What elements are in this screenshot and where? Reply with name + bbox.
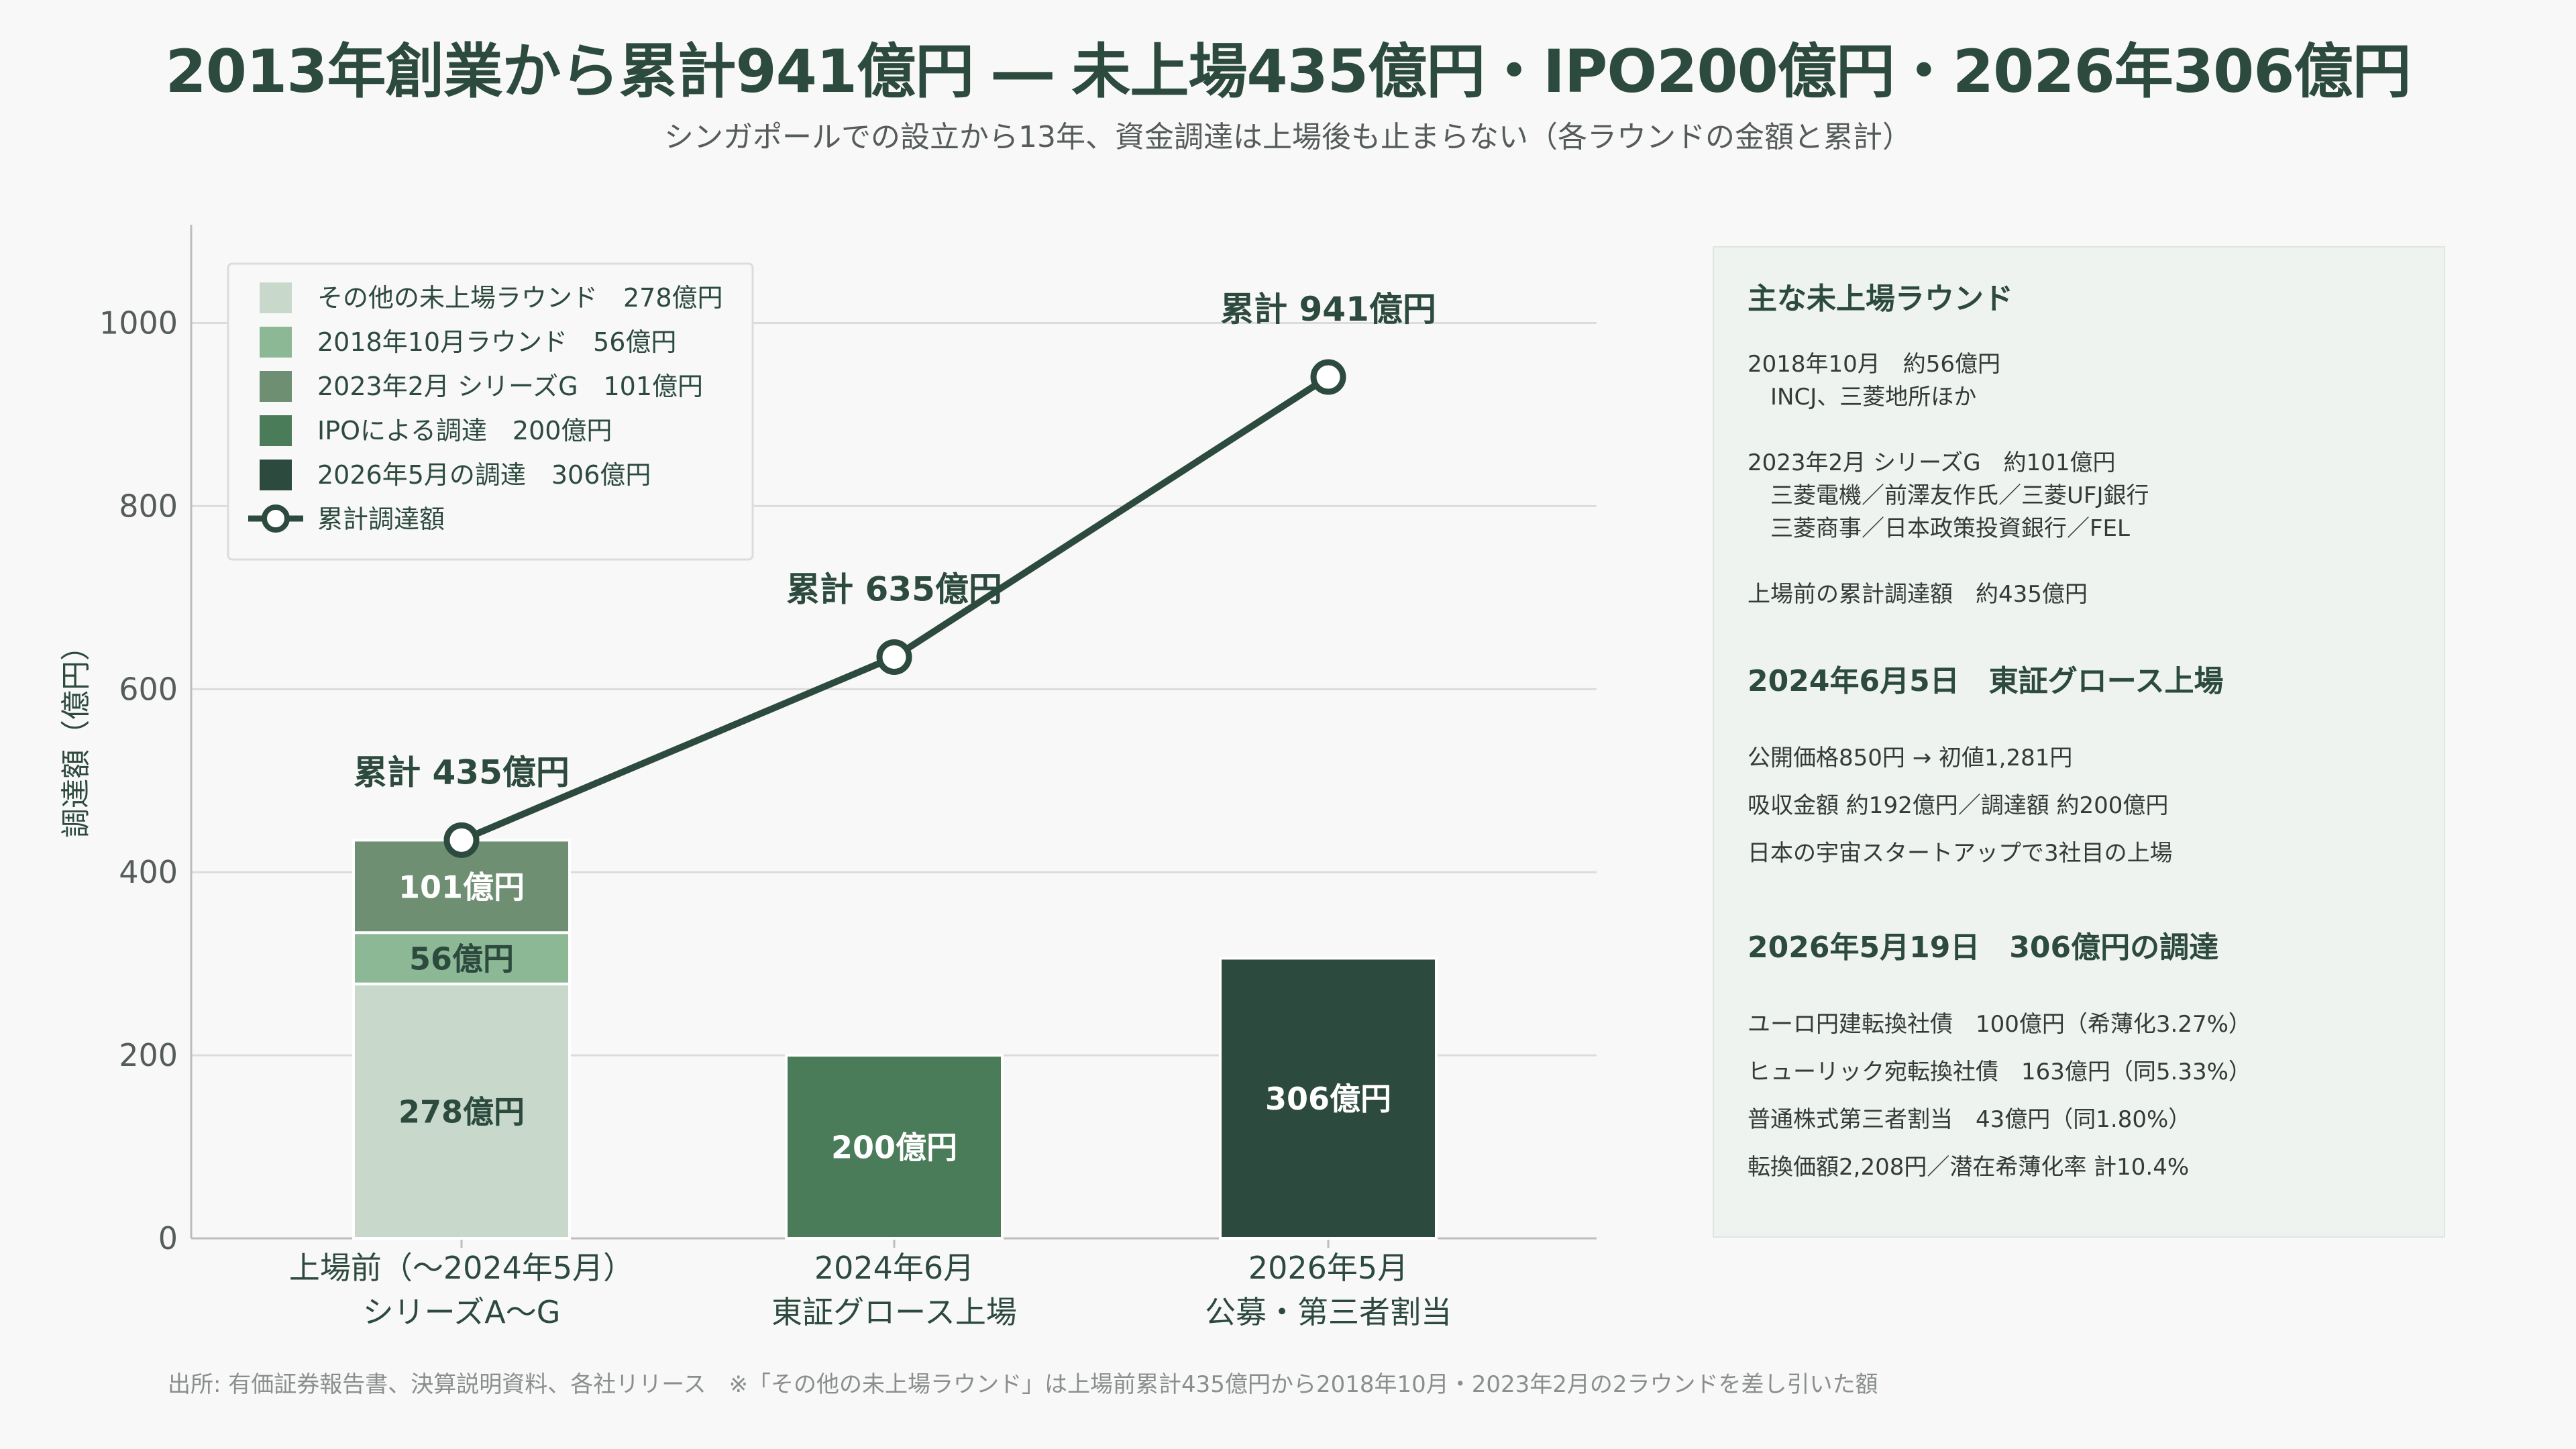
legend-box — [227, 262, 754, 561]
side-section-title-ipo: 2024年6月5日 東証グロース上場 — [1748, 664, 2224, 698]
cumulative-point — [443, 822, 480, 858]
side-line: ユーロ円建転換社債 100億円（希薄化3.27%） — [1748, 1011, 2251, 1038]
legend-entry: 累計調達額 — [317, 504, 445, 534]
bar-segment — [352, 839, 571, 934]
chart-subtitle: シンガポールでの設立から13年、資金調達は上場後も止まらない（各ラウンドの金額と… — [664, 120, 1912, 154]
side-line: 三菱電機／前澤友作氏／三菱UFJ銀行 — [1748, 482, 2149, 509]
side-line: 普通株式第三者割当 43億円（同1.80%） — [1748, 1106, 2192, 1133]
side-section-rounds: 2018年10月 約56億円 INCJ、三菱地所ほか 2023年2月 シリーズG… — [1748, 348, 2410, 611]
x-tick-label: 公募・第三者割当 — [1205, 1294, 1452, 1330]
side-line: 上場前の累計調達額 約435億円 — [1748, 581, 2088, 608]
side-line: 三菱商事／日本政策投資銀行／FEL — [1748, 515, 2130, 542]
bar-label: 56億円 — [409, 941, 514, 977]
x-tick-label: 2024年6月 — [814, 1250, 974, 1286]
cumulative-label: 累計 941億円 — [1220, 290, 1436, 329]
bar-label: 101億円 — [398, 869, 525, 905]
side-line — [1748, 545, 2410, 578]
cumulative-point — [876, 639, 912, 676]
cumulative-label: 累計 435億円 — [354, 753, 570, 792]
x-tick-label: 2026年5月 — [1248, 1250, 1408, 1286]
side-line: ヒューリック宛転換社債 163億円（同5.33%） — [1748, 1059, 2251, 1085]
legend-swatch — [260, 460, 292, 490]
legend-swatch — [260, 282, 292, 313]
side-line: 吸収金額 約192億円／調達額 約200億円 — [1748, 792, 2169, 819]
side-line — [1748, 414, 2410, 447]
bar-label: 306億円 — [1265, 1081, 1391, 1117]
side-line: 転換価額2,208円／潜在希薄化率 計10.4% — [1748, 1154, 2190, 1181]
bar-label: 278億円 — [398, 1093, 525, 1130]
legend-entry: 2023年2月 シリーズG 101億円 — [317, 372, 703, 401]
legend-swatch — [260, 371, 292, 402]
y-tick-label: 800 — [119, 488, 178, 524]
side-line: 2023年2月 シリーズG 約101億円 — [1748, 449, 2116, 476]
side-line: 日本の宇宙スタートアップで3社目の上場 — [1748, 840, 2173, 867]
x-tick-label: 上場前（〜2024年5月） — [289, 1250, 634, 1286]
side-section-title-2026: 2026年5月19日 306億円の調達 — [1748, 930, 2219, 965]
y-tick-label: 0 — [158, 1220, 178, 1256]
legend-entry: 2018年10月ラウンド 56億円 — [317, 327, 676, 357]
legend-line-marker — [262, 504, 290, 533]
cumulative-point — [1310, 359, 1346, 395]
side-line: 2018年10月 約56億円 — [1748, 351, 2001, 378]
legend-entry: 2026年5月の調達 306億円 — [317, 460, 651, 490]
side-line: 公開価格850円 → 初値1,281円 — [1748, 745, 2073, 771]
side-section-title-rounds: 主な未上場ラウンド — [1748, 282, 2013, 316]
x-tick-label: シリーズA〜G — [363, 1294, 561, 1330]
side-section-ipo: 公開価格850円 → 初値1,281円吸収金額 約192億円／調達額 約200億… — [1748, 735, 2410, 877]
bar-label: 200億円 — [831, 1130, 957, 1166]
bar-segment — [352, 982, 571, 1240]
side-panel: 主な未上場ラウンド 2018年10月 約56億円 INCJ、三菱地所ほか 202… — [1713, 246, 2445, 1238]
bar-segment — [1219, 957, 1438, 1240]
y-tick-label: 400 — [119, 854, 178, 890]
legend-entry: IPOによる調達 200億円 — [317, 416, 612, 445]
funding-chart: 0 200 400 600 800 1000 調達額（億円） 上場前（〜2024年5月） シリー… — [59, 225, 1597, 1330]
chart-title: 2013年創業から累計941億円 ― 未上場435億円・IPO200億円・202… — [165, 37, 2412, 106]
legend-swatch — [260, 327, 292, 358]
legend-swatch — [260, 415, 292, 446]
y-axis-label: 調達額（億円） — [59, 631, 93, 838]
side-section-2026: ユーロ円建転換社債 100億円（希薄化3.27%） ヒューリック宛転換社債 163… — [1748, 1001, 2410, 1191]
y-tick-label: 600 — [119, 671, 178, 707]
bar-segment — [785, 1054, 1004, 1240]
x-tick-label: 東証グロース上場 — [771, 1294, 1017, 1330]
y-tick-label: 200 — [119, 1037, 178, 1073]
source-note: 出所: 有価証券報告書、決算説明資料、各社リリース ※「その他の未上場ラウンド」… — [168, 1371, 1878, 1398]
legend-entry: その他の未上場ラウンド 278億円 — [317, 283, 723, 313]
y-tick-label: 1000 — [99, 305, 178, 341]
side-line: INCJ、三菱地所ほか — [1748, 384, 1977, 411]
cumulative-label: 累計 635億円 — [786, 570, 1002, 609]
